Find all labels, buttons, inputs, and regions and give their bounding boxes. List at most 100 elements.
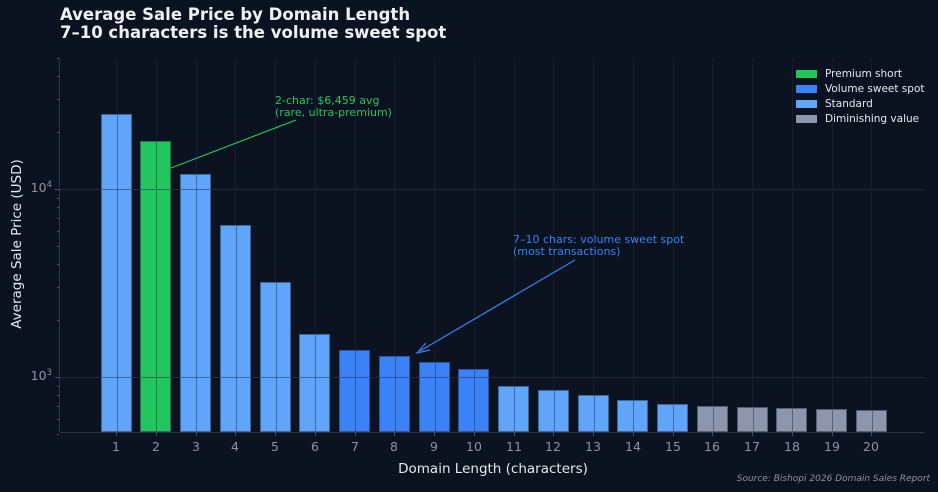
bar-length-13 (578, 395, 609, 432)
bar-length-11 (498, 386, 529, 432)
legend-item-standard: Standard (796, 96, 925, 111)
xtick-label: 8 (390, 439, 398, 454)
xtick-label: 16 (704, 439, 720, 454)
xtick (752, 432, 753, 436)
gridline-horizontal (60, 189, 925, 190)
sweet-spot-annotation-line (419, 259, 576, 352)
xtick-label: 4 (231, 439, 239, 454)
bar-length-16 (697, 406, 728, 432)
ytick-minor (57, 132, 59, 133)
ytick-major (55, 377, 59, 378)
bar-length-6 (299, 334, 330, 432)
gridline-vertical (593, 58, 594, 432)
legend-swatch (796, 114, 817, 123)
ytick-minor (57, 246, 59, 247)
gridline-vertical (792, 58, 793, 432)
chart-subtitle: 7–10 characters is the volume sweet spot (60, 23, 447, 42)
xtick (832, 432, 833, 436)
y-axis (59, 58, 60, 432)
ytick-label-1k: 103 (30, 368, 52, 384)
bar-length-17 (737, 407, 768, 432)
bar-length-18 (776, 408, 807, 432)
ytick-minor (57, 264, 59, 265)
gridline-vertical (394, 58, 395, 432)
xtick (116, 432, 117, 436)
gridline-vertical (871, 58, 872, 432)
bar-length-12 (538, 390, 569, 432)
xtick (315, 432, 316, 436)
gridline-vertical (752, 58, 753, 432)
ytick-minor (57, 419, 59, 420)
gridline-vertical (355, 58, 356, 432)
xtick-label: 1 (112, 439, 120, 454)
ytick-minor (57, 198, 59, 199)
xtick (275, 432, 276, 436)
arrowhead-icon (415, 342, 431, 355)
xtick-label: 7 (351, 439, 359, 454)
premium-annotation: 2-char: $6,459 avg (rare, ultra-premium) (275, 94, 392, 119)
xtick-label: 13 (585, 439, 601, 454)
bar-length-4 (220, 225, 251, 432)
ytick-minor (57, 207, 59, 208)
xtick (712, 432, 713, 436)
legend-item-sweet-spot: Volume sweet spot (796, 81, 925, 96)
gridline-vertical (474, 58, 475, 432)
gridline-vertical (832, 58, 833, 432)
legend-swatch (796, 99, 817, 108)
ytick-minor (57, 76, 59, 77)
xtick-label: 15 (665, 439, 681, 454)
xtick-label: 12 (545, 439, 561, 454)
gridline-vertical (673, 58, 674, 432)
legend: Premium short Volume sweet spot Standard… (796, 66, 925, 126)
xtick (394, 432, 395, 436)
sweet-spot-annotation: 7–10 chars: volume sweet spot (most trans… (513, 233, 685, 258)
x-axis-label: Domain Length (characters) (398, 461, 588, 477)
ytick-minor (57, 231, 59, 232)
xtick (871, 432, 872, 436)
bar-length-10 (458, 369, 489, 432)
xtick (673, 432, 674, 436)
legend-swatch (796, 84, 817, 93)
xtick (355, 432, 356, 436)
chart-title: Average Sale Price by Domain Length 7–10 … (60, 6, 446, 42)
xtick (196, 432, 197, 436)
gridline-vertical (712, 58, 713, 432)
xtick-label: 9 (430, 439, 438, 454)
gridline-vertical (514, 58, 515, 432)
xtick-label: 19 (824, 439, 840, 454)
bar-length-3 (180, 174, 211, 432)
ytick-label-10k: 104 (30, 180, 52, 196)
premium-annotation-line (170, 119, 297, 169)
bar-length-19 (816, 409, 847, 432)
ytick-major (55, 189, 59, 190)
legend-swatch (796, 69, 817, 78)
gridline-vertical (633, 58, 634, 432)
gridline-vertical (315, 58, 316, 432)
gridline-vertical (275, 58, 276, 432)
x-axis (60, 432, 925, 433)
ytick-minor (57, 99, 59, 100)
bar-length-8 (379, 356, 410, 432)
xtick (593, 432, 594, 436)
bar-length-2 (140, 141, 171, 432)
xtick (474, 432, 475, 436)
ytick-minor (57, 386, 59, 387)
chart-title-line1: Average Sale Price by Domain Length (60, 5, 411, 24)
xtick-label: 3 (192, 439, 200, 454)
xtick (156, 432, 157, 436)
xtick (792, 432, 793, 436)
xtick (514, 432, 515, 436)
xtick (633, 432, 634, 436)
bar-length-5 (260, 282, 291, 432)
ytick-minor (57, 434, 59, 435)
xtick-label: 5 (271, 439, 279, 454)
bar-length-14 (617, 400, 648, 432)
bar-length-15 (657, 404, 688, 432)
xtick (235, 432, 236, 436)
xtick (434, 432, 435, 436)
ytick-minor (57, 395, 59, 396)
xtick-label: 18 (784, 439, 800, 454)
xtick (553, 432, 554, 436)
xtick-label: 6 (311, 439, 319, 454)
